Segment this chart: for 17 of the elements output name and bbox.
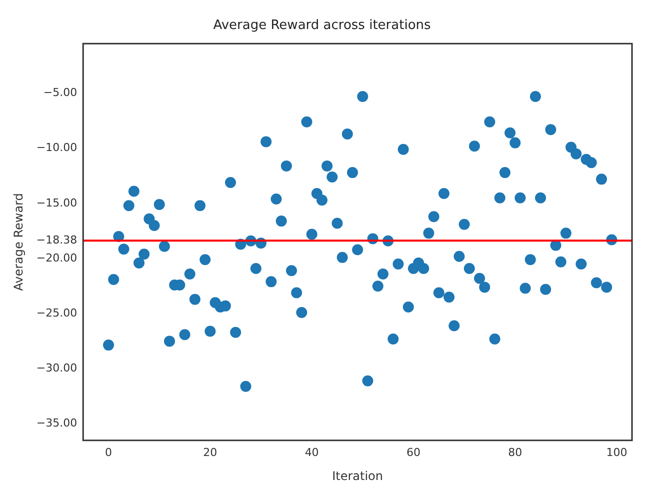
x-tick-label: 60 <box>406 446 420 459</box>
x-tick-label: 0 <box>105 446 112 459</box>
y-tick-label: −5.00 <box>43 86 78 100</box>
chart-title: Average Reward across iterations <box>213 18 432 34</box>
y-tick-label: −35.00 <box>36 416 78 430</box>
y-tick-label: −18.38 <box>36 234 78 247</box>
y-tick-label: −10.00 <box>36 141 78 154</box>
y-tick-label: −30.00 <box>36 362 78 375</box>
x-tick-label: 40 <box>304 446 319 459</box>
x-tick-label: 100 <box>606 446 628 459</box>
y-tick-label: −25.00 <box>36 306 78 320</box>
x-tick-label: 20 <box>203 446 218 459</box>
y-tick-label: −20.00 <box>36 251 78 264</box>
y-tick-label: −15.00 <box>36 196 78 210</box>
x-tick-label: 80 <box>508 446 522 459</box>
x-axis-title: Iteration <box>332 468 384 483</box>
y-axis-title: Average Reward <box>11 193 26 291</box>
